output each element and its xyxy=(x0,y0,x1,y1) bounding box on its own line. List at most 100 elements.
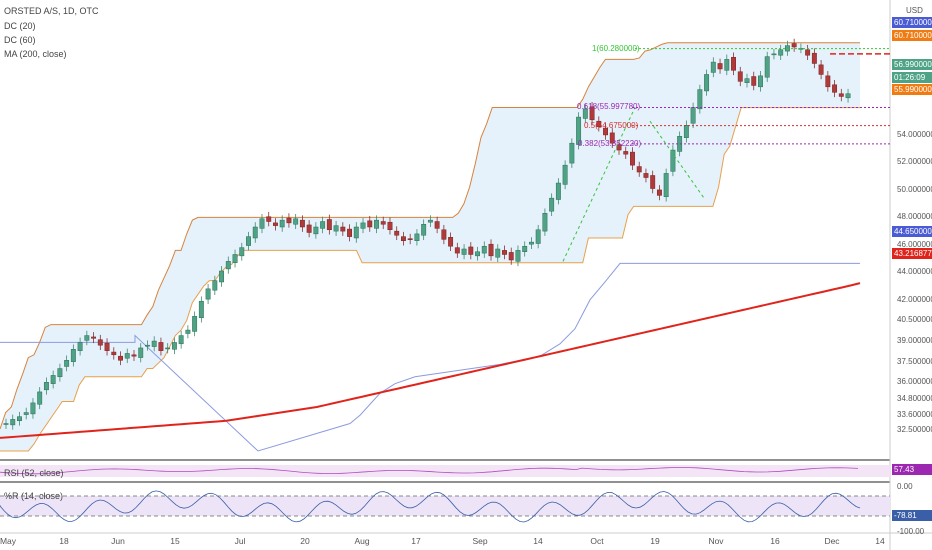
candle-body xyxy=(421,224,427,236)
fib-level-label: 0.382(53.352220) xyxy=(578,138,642,148)
candle-body xyxy=(555,182,561,200)
candle-body xyxy=(23,412,29,415)
candle-body xyxy=(37,391,43,405)
time-tick-label: Sep xyxy=(472,536,488,546)
candle-body xyxy=(131,354,137,357)
price-tick-label: 32.500000 xyxy=(897,425,932,435)
price-badge: 56.990000 xyxy=(892,59,932,70)
candle-body xyxy=(582,108,588,119)
candle-body xyxy=(333,225,339,232)
price-badge: 43.216877 xyxy=(892,248,932,259)
candle-body xyxy=(818,64,824,75)
candle-body xyxy=(279,219,285,228)
candle-body xyxy=(266,216,272,222)
candle-body xyxy=(225,261,231,270)
price-tick-label: 40.500000 xyxy=(897,315,932,325)
candle-body xyxy=(239,247,245,257)
candle-body xyxy=(394,230,400,236)
study-ma200-label[interactable]: MA (200, close) xyxy=(4,49,67,59)
price-badge: 55.990000 xyxy=(892,84,932,95)
candle-body xyxy=(623,151,629,155)
price-tick-label: 48.000000 xyxy=(897,212,932,222)
candle-body xyxy=(724,59,730,71)
rsi-line xyxy=(0,467,859,475)
wr-tick-0: 0.00 xyxy=(897,482,913,491)
candle-body xyxy=(219,270,225,283)
candle-body xyxy=(118,355,123,361)
price-badge: 01:26:09 xyxy=(892,72,932,83)
price-tick-label: 44.000000 xyxy=(897,267,932,277)
candle-body xyxy=(663,173,669,198)
rsi-pane-label[interactable]: RSI (52, close) xyxy=(4,468,64,478)
candle-body xyxy=(697,89,703,110)
candle-body xyxy=(475,251,480,257)
candle-body xyxy=(286,217,292,224)
candle-body xyxy=(407,238,413,240)
candle-body xyxy=(811,52,817,64)
time-tick-label: 14 xyxy=(533,536,543,546)
candle-body xyxy=(603,127,608,136)
candle-body xyxy=(805,49,811,56)
candle-body xyxy=(77,342,83,351)
candle-body xyxy=(158,342,164,351)
candle-body xyxy=(185,329,191,334)
candle-body xyxy=(145,344,150,347)
time-tick-label: 17 xyxy=(411,536,421,546)
candle-body xyxy=(293,218,299,225)
time-tick-label: 14 xyxy=(875,536,885,546)
time-tick-label: Oct xyxy=(590,536,604,546)
candle-body xyxy=(596,120,602,127)
candle-body xyxy=(380,221,386,225)
candle-body xyxy=(778,49,784,56)
candle-body xyxy=(306,224,312,233)
time-tick-label: Jul xyxy=(234,536,246,546)
candle-body xyxy=(205,288,211,300)
candle-body xyxy=(791,43,797,48)
williams-r-pane-label[interactable]: %R (14, close) xyxy=(4,491,64,501)
candle-body xyxy=(542,213,548,232)
candle-body xyxy=(845,93,851,99)
time-tick-label: 19 xyxy=(650,536,660,546)
candle-body xyxy=(535,229,541,244)
candle-body xyxy=(502,250,507,255)
candle-body xyxy=(576,116,582,145)
rsi-value-badge: 57.43 xyxy=(892,464,932,475)
currency-label: USD xyxy=(906,6,923,15)
price-tick-label: 37.500000 xyxy=(897,356,932,366)
candle-body xyxy=(690,107,696,124)
candle-body xyxy=(171,342,177,350)
candle-body xyxy=(414,233,420,241)
time-tick-label: 18 xyxy=(59,536,69,546)
candle-body xyxy=(192,316,198,332)
study-dc60-label[interactable]: DC (60) xyxy=(4,35,36,45)
candle-body xyxy=(771,53,777,56)
candle-body xyxy=(43,382,49,391)
candle-body xyxy=(111,351,117,356)
candle-body xyxy=(825,75,831,88)
candle-body xyxy=(656,189,662,196)
wr-band xyxy=(0,496,890,516)
price-tick-label: 54.000000 xyxy=(897,129,932,139)
symbol-title[interactable]: ORSTED A/S, 1D, OTC xyxy=(4,6,99,16)
candle-body xyxy=(374,219,379,229)
fib-level-label: 0.618(55.997780) xyxy=(577,102,641,112)
candle-body xyxy=(313,226,319,235)
candle-body xyxy=(178,335,184,345)
candle-body xyxy=(764,56,770,78)
candle-body xyxy=(481,245,487,254)
candle-body xyxy=(609,132,615,144)
candle-body xyxy=(273,222,278,226)
candle-body xyxy=(353,226,359,239)
ma200-line xyxy=(0,282,861,439)
price-badge: 60.710000 xyxy=(892,30,932,41)
candle-body xyxy=(488,243,494,257)
candle-body xyxy=(104,342,110,351)
williams-r-value-badge: -78.81 xyxy=(892,510,932,521)
candle-body xyxy=(704,74,710,92)
williams-r-line xyxy=(0,490,861,523)
candle-body xyxy=(549,197,555,212)
study-dc20-label[interactable]: DC (20) xyxy=(4,21,36,31)
candle-body xyxy=(448,237,454,247)
price-tick-label: 46.000000 xyxy=(897,239,932,249)
